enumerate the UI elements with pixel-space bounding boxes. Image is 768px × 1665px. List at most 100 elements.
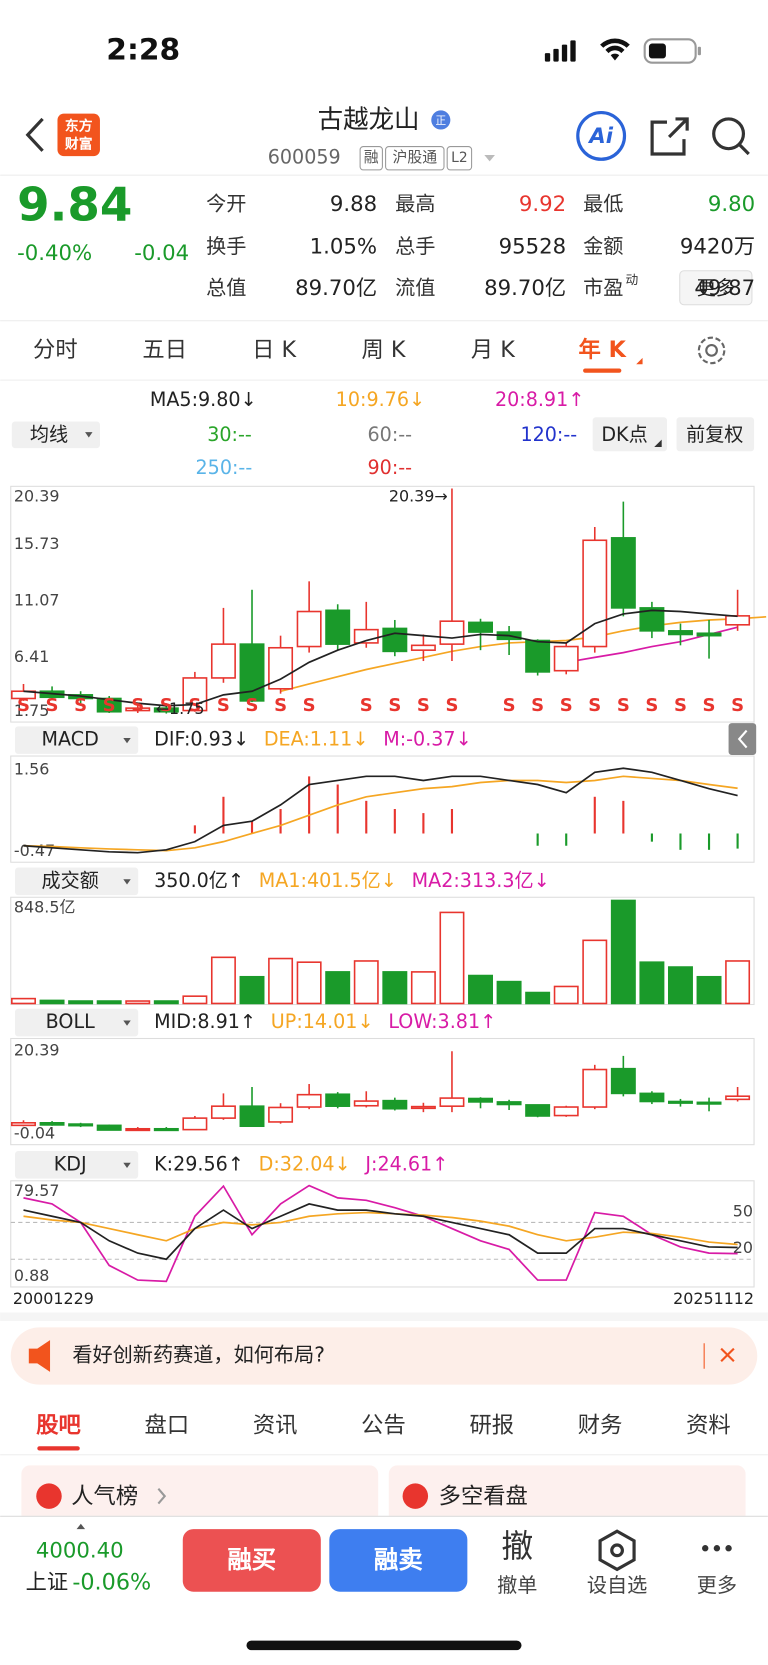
tab-underline	[583, 368, 622, 373]
indicator-label: MID:8.91↑	[154, 1010, 256, 1033]
ma-button[interactable]	[11, 421, 100, 449]
signal: S	[160, 695, 173, 716]
ma-label: 250:--	[196, 456, 253, 479]
signal: S	[17, 695, 30, 716]
tab[interactable]: 年 K	[579, 336, 627, 363]
collapse-tab[interactable]	[728, 723, 757, 755]
logo-text: 财富	[65, 135, 93, 152]
field-label: 市盈	[583, 275, 623, 299]
banner[interactable]	[10, 1327, 758, 1385]
end-date: 20251112	[673, 1289, 754, 1308]
volume-bar	[410, 971, 436, 1005]
buy-button[interactable]	[182, 1529, 321, 1592]
ai-button[interactable]	[576, 110, 627, 161]
card-title: 人气榜	[71, 1484, 138, 1510]
banner-text: 看好创新药赛道，如何布局?	[72, 1342, 325, 1366]
share-button[interactable]	[650, 117, 689, 156]
y-tick-label: -0.47	[14, 841, 55, 860]
more-icon[interactable]	[702, 1545, 732, 1552]
ma-label: 120:--	[520, 423, 577, 446]
status-icons	[544, 38, 701, 64]
indicator-button[interactable]	[15, 867, 139, 896]
candle-body	[382, 627, 408, 653]
candle-body	[268, 646, 294, 690]
change: -0.04	[134, 241, 189, 266]
candle-body	[410, 1105, 436, 1110]
k-line	[23, 1203, 738, 1261]
signal: S	[246, 695, 259, 716]
tab-corner	[636, 357, 643, 365]
indicator-button[interactable]	[15, 726, 139, 754]
section-tab[interactable]: 公告	[361, 1413, 406, 1439]
candle-body	[153, 1127, 179, 1132]
indicator-label: 350.0亿↑	[154, 869, 244, 892]
section-tab[interactable]: 研报	[469, 1413, 514, 1439]
search-button[interactable]	[712, 117, 750, 156]
change-pct: -0.40%	[17, 241, 92, 266]
tag-text: L2	[451, 150, 467, 166]
tag	[446, 146, 473, 171]
field-value: 89.70亿	[484, 276, 566, 301]
field-value: 1.05%	[310, 234, 377, 259]
more-button[interactable]	[679, 270, 753, 306]
indicator-name: KDJ	[54, 1152, 87, 1175]
signal: S	[131, 695, 144, 716]
tab[interactable]: 周 K	[361, 337, 406, 363]
section-tab[interactable]: 财务	[578, 1413, 623, 1439]
banner-close[interactable]	[720, 1347, 735, 1363]
y-tick-label: 0.88	[14, 1266, 49, 1285]
ma-label: 30:--	[207, 423, 252, 446]
card[interactable]	[21, 1465, 379, 1530]
candle-body	[468, 1097, 494, 1103]
badge-text: 正	[435, 114, 446, 127]
ma-label: 90:--	[368, 456, 413, 479]
tab[interactable]: 月 K	[471, 337, 516, 363]
candle-body	[525, 639, 551, 673]
buy-text: 融买	[227, 1545, 276, 1574]
adjust-button[interactable]	[676, 417, 755, 452]
field-sup: 动	[626, 273, 639, 288]
tab[interactable]: 五日	[142, 337, 187, 363]
volume-bar	[468, 974, 494, 1005]
signal: S	[103, 695, 116, 716]
expand[interactable]	[76, 1523, 86, 1530]
settings-button[interactable]	[697, 336, 726, 365]
candle-body	[725, 615, 751, 626]
price: 9.84	[17, 179, 132, 233]
indicator-button[interactable]	[15, 1008, 139, 1037]
dropdown[interactable]	[484, 155, 495, 162]
volume-bar	[325, 971, 351, 1005]
indicator-name: BOLL	[46, 1010, 95, 1033]
volume-bar	[296, 961, 322, 1005]
dk-button[interactable]	[592, 417, 667, 452]
signal: S	[445, 695, 458, 716]
candle-body	[153, 707, 179, 713]
section-tab[interactable]: 资料	[686, 1413, 731, 1439]
card-icon	[36, 1483, 62, 1509]
section-tab[interactable]: 资讯	[253, 1413, 298, 1439]
adjust-text: 前复权	[686, 423, 743, 446]
volume-bar	[268, 957, 294, 1005]
ma-label: MA5:9.80↓	[150, 388, 257, 411]
card[interactable]	[388, 1465, 746, 1530]
candle-body	[11, 690, 36, 700]
field-label: 总值	[206, 275, 246, 299]
section-tab[interactable]: 盘口	[145, 1413, 190, 1439]
dropdown	[123, 737, 131, 744]
indicator-button[interactable]	[15, 1151, 139, 1179]
candle-body	[239, 643, 265, 702]
back-button[interactable]	[25, 117, 44, 152]
sell-button[interactable]	[329, 1529, 468, 1592]
tab[interactable]: 日 K	[252, 337, 297, 363]
watch-icon[interactable]	[598, 1529, 636, 1572]
candle-body	[96, 697, 122, 713]
cancel-icon[interactable]: 撤	[501, 1527, 533, 1565]
candle-body	[725, 1095, 751, 1101]
candle-body	[667, 630, 693, 636]
tab[interactable]: 分时	[33, 337, 78, 363]
dropdown	[123, 1020, 131, 1026]
candle-body	[610, 1067, 636, 1095]
candle-body	[639, 1092, 665, 1103]
section-tab[interactable]: 股吧	[36, 1413, 81, 1439]
volume-bar	[439, 911, 465, 1005]
